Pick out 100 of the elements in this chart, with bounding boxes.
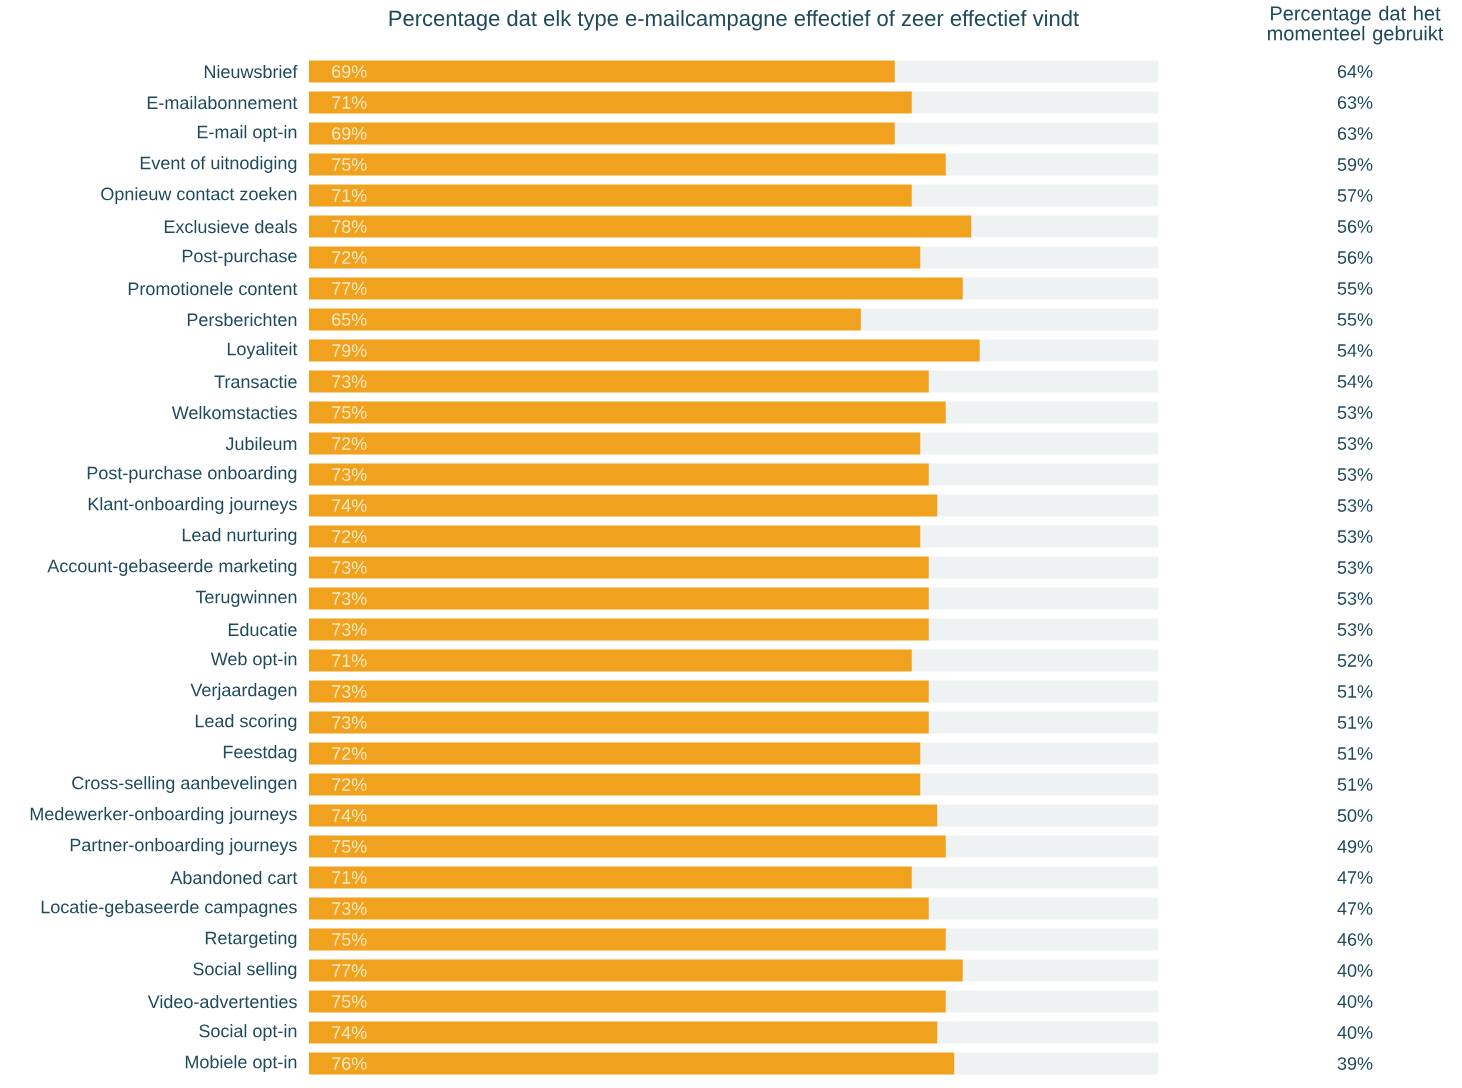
y-tick-label: Post-purchase bbox=[182, 249, 297, 266]
bar bbox=[309, 897, 929, 920]
bar bbox=[309, 649, 912, 672]
bar bbox=[962, 959, 1159, 982]
bar bbox=[920, 432, 1159, 455]
bar bbox=[945, 928, 1159, 951]
y-tick-label: Welkomstacties bbox=[171, 405, 297, 420]
bar bbox=[928, 370, 1159, 393]
bar bbox=[979, 339, 1159, 362]
y-tick-label: Event of uitnodiging bbox=[140, 156, 297, 173]
data-label: 75% bbox=[332, 840, 367, 853]
data-label: 72% bbox=[332, 778, 367, 791]
y-tick-label: Terugwinnen bbox=[195, 590, 297, 607]
data-label: 75% bbox=[332, 406, 367, 419]
data-label: 77% bbox=[332, 964, 367, 977]
data-label: 78% bbox=[332, 220, 367, 233]
y-tick-label: Promotionele content bbox=[128, 281, 298, 296]
data-label: 72% bbox=[332, 747, 367, 760]
text: 39% bbox=[1337, 1057, 1373, 1070]
bar bbox=[920, 742, 1159, 765]
bar bbox=[945, 153, 1159, 176]
data-label: 73% bbox=[332, 716, 367, 729]
bar bbox=[309, 959, 963, 982]
bar bbox=[937, 1021, 1159, 1044]
text: 63% bbox=[1337, 127, 1373, 140]
bar bbox=[911, 91, 1159, 114]
bar bbox=[309, 60, 895, 83]
bar bbox=[920, 773, 1159, 796]
bar bbox=[928, 711, 1159, 734]
data-label: 73% bbox=[332, 902, 367, 915]
bar bbox=[911, 184, 1159, 207]
data-label: 69% bbox=[332, 127, 367, 140]
bar bbox=[937, 494, 1159, 517]
y-tick-label: Klant-onboarding journeys bbox=[88, 497, 297, 514]
text: 53% bbox=[1337, 561, 1373, 574]
bar bbox=[920, 246, 1159, 269]
bar bbox=[309, 711, 929, 734]
text: 40% bbox=[1337, 1026, 1373, 1039]
text: 53% bbox=[1337, 499, 1373, 512]
text: 64% bbox=[1337, 65, 1373, 78]
bar bbox=[309, 525, 921, 548]
bar bbox=[928, 587, 1159, 610]
text: 50% bbox=[1337, 809, 1373, 822]
bar bbox=[945, 835, 1159, 858]
bar bbox=[971, 215, 1159, 238]
data-label: 71% bbox=[332, 96, 367, 109]
text: 55% bbox=[1337, 313, 1373, 326]
y-tick-label: Feestdag bbox=[223, 745, 297, 762]
y-tick-label: Persberichten bbox=[187, 312, 297, 327]
y-tick-label: Account-gebaseerde marketing bbox=[47, 559, 297, 576]
data-label: 73% bbox=[332, 375, 367, 388]
bar bbox=[309, 246, 921, 269]
y-tick-label: Lead scoring bbox=[195, 714, 297, 731]
bar bbox=[309, 153, 946, 176]
bar bbox=[309, 928, 946, 951]
bar bbox=[309, 990, 946, 1013]
data-label: 73% bbox=[332, 685, 367, 698]
bar bbox=[309, 1021, 938, 1044]
data-label: 79% bbox=[332, 344, 367, 357]
bar bbox=[309, 339, 980, 362]
text: 59% bbox=[1337, 158, 1373, 171]
bar bbox=[911, 649, 1159, 672]
y-tick-label: E-mail opt-in bbox=[197, 125, 297, 142]
y-tick-label: Retargeting bbox=[205, 931, 297, 948]
y-tick-label: Web opt-in bbox=[210, 652, 297, 669]
text: 53% bbox=[1337, 592, 1373, 605]
bar bbox=[309, 835, 946, 858]
y-tick-label: Abandoned cart bbox=[170, 870, 298, 885]
bar bbox=[309, 1052, 955, 1075]
bar bbox=[894, 60, 1159, 83]
bar bbox=[911, 866, 1159, 889]
bar bbox=[309, 556, 929, 579]
bar bbox=[309, 618, 929, 641]
y-tick-label: Partner-onboarding journeys bbox=[70, 838, 297, 855]
y-tick-label: Loyaliteit bbox=[227, 342, 298, 359]
text: 53% bbox=[1337, 623, 1373, 636]
bar bbox=[309, 742, 921, 765]
bar bbox=[860, 308, 1159, 331]
bar bbox=[309, 308, 861, 331]
text: 51% bbox=[1337, 716, 1373, 729]
text: 53% bbox=[1337, 468, 1373, 481]
bar bbox=[309, 91, 912, 114]
y-tick-label: Lead nurturing bbox=[182, 528, 297, 545]
y-tick-label: Locatie-gebaseerde campagnes bbox=[41, 900, 297, 917]
text: 53% bbox=[1337, 530, 1373, 543]
bar bbox=[309, 370, 929, 393]
data-label: 71% bbox=[332, 871, 367, 884]
y-tick-label: Social selling bbox=[193, 962, 297, 979]
bar bbox=[937, 804, 1159, 827]
y-tick-label: Educatie bbox=[228, 622, 297, 637]
bar bbox=[928, 897, 1159, 920]
data-label: 73% bbox=[332, 468, 367, 481]
data-label: 74% bbox=[332, 809, 367, 822]
chart-title: Percentage dat elk type e-mailcampagne effectief of zeer effectief vindt bbox=[389, 9, 1079, 31]
text: 53% bbox=[1337, 437, 1373, 450]
bar bbox=[945, 401, 1159, 424]
y-tick-label: Post-purchase onboarding bbox=[87, 466, 297, 483]
y-tick-label: Transactie bbox=[214, 374, 297, 389]
bar bbox=[309, 866, 912, 889]
y-tick-label: Video-advertenties bbox=[147, 994, 297, 1009]
